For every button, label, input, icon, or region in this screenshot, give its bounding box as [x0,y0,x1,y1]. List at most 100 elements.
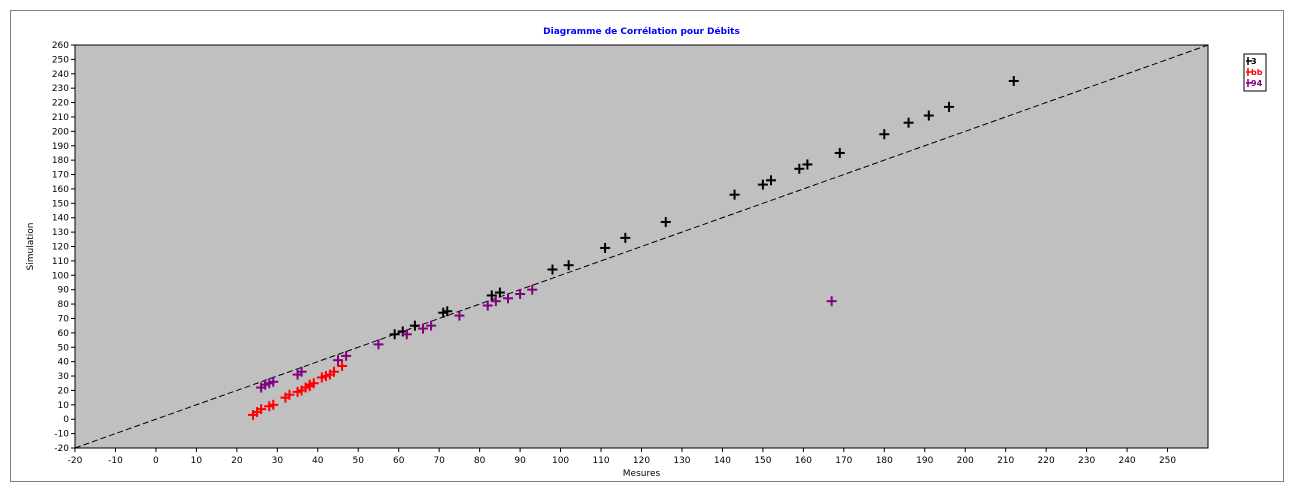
y-tick-label: 140 [52,214,69,224]
x-tick-label: 210 [997,456,1014,466]
data-point [944,101,955,112]
x-tick-label: 0 [153,456,159,466]
data-point [442,306,453,317]
y-tick-label: 130 [52,228,69,238]
data-point [515,288,526,299]
legend-box [1243,53,1267,92]
y-tick-label: 10 [58,401,70,411]
y-tick-label: 20 [58,386,70,396]
chart-frame: Diagramme de Corrélation pour Débits Mes… [10,10,1284,482]
data-point [903,117,914,128]
y-tick-label: 0 [63,415,69,425]
data-point [826,296,837,307]
x-axis-title: Mesures [623,469,661,479]
y-tick-label: -20 [54,444,69,454]
reference-line [74,44,1209,449]
y-tick-label: 260 [52,41,69,51]
y-tick-label: 160 [52,185,69,195]
x-tick-label: 20 [231,456,243,466]
x-tick-label: 80 [474,456,486,466]
data-point [620,232,631,243]
y-tick-label: 220 [52,99,69,109]
correlation-chart: Diagramme de Corrélation pour Débits Mes… [26,26,1267,479]
data-point [563,260,574,271]
x-tick-label: 100 [552,456,569,466]
y-tick-label: 100 [52,271,69,281]
data-point [729,189,740,200]
legend: 3 bb 94 [1243,53,1267,92]
y-tick-label: 50 [58,343,70,353]
y-tick-label: 80 [58,300,70,310]
x-tick-label: 130 [673,456,690,466]
x-tick-label: 70 [433,456,445,466]
x-tick-label: 170 [835,456,852,466]
y-tick-label: 210 [52,113,69,123]
chart-title: Diagramme de Corrélation pour Débits [543,26,740,37]
x-tick-label: 240 [1118,456,1135,466]
y-tick-label: 60 [58,329,70,339]
x-tick-label: 140 [714,456,731,466]
y-tick-label: 250 [52,55,69,65]
y-tick-label: 200 [52,127,69,137]
legend-label: bb [1251,68,1263,77]
x-tick-label: -10 [108,456,123,466]
x-tick-label: 180 [876,456,893,466]
x-tick-label: 220 [1038,456,1055,466]
y-tick-label: 150 [52,199,69,209]
x-tick-label: 90 [514,456,526,466]
data-point [923,110,934,121]
y-tick-label: 190 [52,142,69,152]
x-axis: -20 -10 0 10 20 30 40 50 60 70 80 90 100 110 120 130 140… [68,448,1176,466]
data-point [284,389,295,400]
data-point [757,179,768,190]
data-point [268,399,279,410]
data-point [308,378,319,389]
y-tick-label: 120 [52,243,69,253]
data-point [660,217,671,228]
data-point [341,350,352,361]
data-point [409,320,420,331]
data-point [328,366,339,377]
data-point [417,323,428,334]
x-tick-label: 160 [795,456,812,466]
data-point [879,129,890,140]
series-bb [248,360,348,420]
x-tick-label: 60 [393,456,405,466]
data-point [1008,75,1019,86]
y-tick-label: 30 [58,372,70,382]
data-point [494,287,505,298]
x-tick-label: 40 [312,456,324,466]
data-point [389,329,400,340]
x-tick-label: 110 [592,456,609,466]
series-layer [248,75,1019,420]
data-point [765,175,776,186]
x-tick-label: 30 [272,456,284,466]
x-tick-label: 230 [1078,456,1095,466]
y-axis-title: Simulation [26,223,36,271]
y-tick-label: 180 [52,156,69,166]
x-tick-label: 250 [1159,456,1176,466]
x-tick-label: 120 [633,456,650,466]
y-tick-label: 70 [58,314,70,324]
legend-marker [1246,57,1252,65]
legend-marker [1246,79,1252,87]
data-point [337,360,348,371]
x-tick-label: 150 [754,456,771,466]
x-tick-label: -20 [68,456,83,466]
data-point [333,355,344,366]
y-tick-label: 90 [58,286,70,296]
data-point [547,264,558,275]
x-tick-label: 190 [916,456,933,466]
data-point [802,159,813,170]
y-tick-label: 40 [58,358,70,368]
data-point [834,147,845,158]
data-point [268,376,279,387]
data-point [502,293,513,304]
y-tick-label: 230 [52,84,69,94]
legend-label: 3 [1251,57,1257,66]
data-point [296,366,307,377]
legend-label: 94 [1251,79,1263,88]
data-point [600,242,611,253]
data-point [426,320,437,331]
series-94 [256,284,837,393]
